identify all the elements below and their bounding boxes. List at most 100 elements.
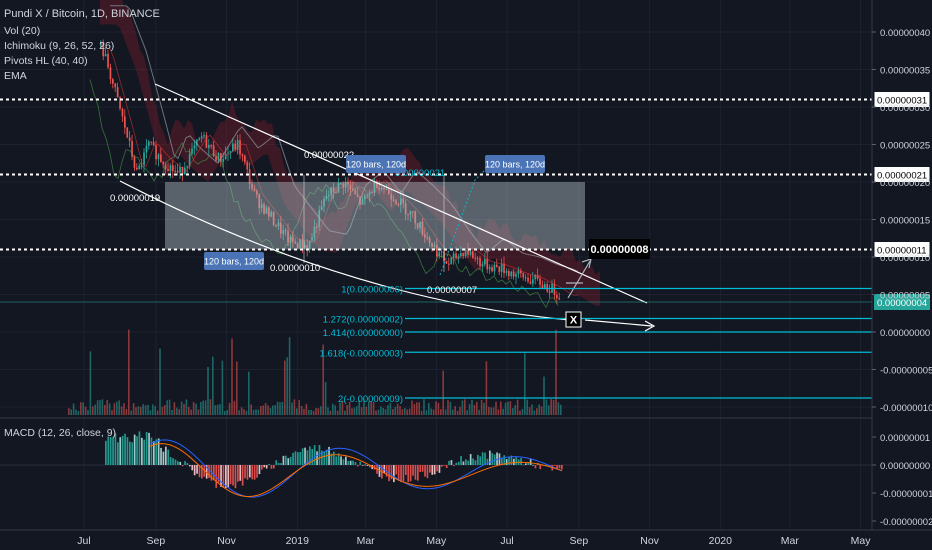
macd-histogram-bar [328, 446, 330, 465]
candle-body [268, 207, 270, 217]
candle-body [155, 145, 157, 160]
macd-histogram-bar [364, 464, 366, 466]
candle-body [253, 188, 256, 191]
volume-bar [495, 401, 497, 415]
candle-body [196, 139, 198, 146]
volume-bar [545, 399, 548, 415]
volume-bar [116, 401, 118, 415]
macd-histogram-bar [215, 465, 218, 488]
y-tick-label: 0.00000010 [880, 253, 930, 264]
volume-bar [466, 410, 468, 415]
candle-body [388, 188, 390, 195]
volume-bar [560, 404, 562, 415]
volume-bar [516, 399, 519, 415]
candle-body [256, 190, 258, 195]
volume-bar [483, 402, 485, 415]
macd-histogram-bar [126, 437, 129, 465]
volume-bar [228, 402, 231, 415]
volume-bar [468, 404, 471, 415]
macd-histogram-bar [366, 465, 369, 466]
macd-histogram-bar [359, 461, 362, 465]
volume-bar [461, 400, 464, 415]
candle-body [193, 145, 196, 149]
candle-body [548, 291, 551, 293]
y-tick-label: -0.00000005 [880, 366, 932, 377]
macd-histogram-bar [323, 451, 326, 465]
macd-histogram-bar [508, 456, 510, 465]
macd-label[interactable]: MACD (12, 26, close, 9) [4, 427, 116, 439]
candle-body [138, 165, 141, 170]
volume-bar [500, 401, 502, 415]
volume-bar [521, 408, 524, 415]
macd-histogram-bar [155, 439, 158, 465]
chart-title[interactable]: Pundi X / Bitcoin, 1D, BINANCE [4, 8, 160, 20]
macd-histogram-bar [345, 456, 347, 465]
candle-body [308, 240, 311, 250]
indicator-ema[interactable]: EMA [4, 70, 27, 82]
level-tag [873, 166, 931, 183]
volume-bar [322, 344, 324, 415]
macd-histogram-bar [424, 465, 426, 477]
volume-bar [473, 404, 476, 415]
volume-bar [507, 401, 509, 415]
volume-bar [440, 409, 442, 415]
macd-histogram-bar [484, 452, 486, 465]
candle-body [131, 140, 133, 157]
volume-bar [236, 361, 238, 415]
candle-body [503, 263, 505, 274]
candle-body [517, 270, 520, 274]
macd-histogram-bar [138, 431, 141, 465]
volume-bar [454, 406, 456, 415]
candle-body [270, 212, 273, 217]
y-tick-label: 0.00000030 [880, 103, 930, 114]
volume-bar [190, 409, 192, 415]
candle-body [380, 187, 383, 190]
range-box [165, 182, 585, 250]
volume-bar [288, 337, 291, 415]
volume-bar [540, 406, 543, 415]
macd-histogram-bar [136, 436, 138, 465]
macd-histogram-bar [333, 451, 335, 465]
volume-bar [80, 402, 82, 415]
candle-body [383, 187, 385, 190]
pivot-high-label: 0.00000021 [395, 168, 445, 179]
volume-bar [308, 409, 310, 415]
volume-bar [171, 409, 173, 415]
volume-bar [84, 406, 87, 415]
volume-bar [420, 410, 423, 415]
volume-bar [531, 404, 533, 415]
volume-bar [502, 408, 504, 415]
candle-body [426, 237, 429, 239]
macd-histogram-bar [253, 465, 256, 480]
volume-bar [209, 399, 212, 415]
volume-bar [480, 399, 483, 415]
volume-bar [425, 410, 428, 415]
volume-bar [476, 401, 478, 415]
volume-bar [298, 400, 300, 415]
arrow-head [644, 320, 656, 332]
candle-body [349, 184, 352, 190]
macd-histogram-bar [304, 447, 306, 465]
volume-bar [192, 402, 195, 415]
macd-histogram-bar [153, 441, 155, 465]
candle-body [191, 148, 193, 154]
volume-bar [291, 402, 293, 415]
candle-body [412, 211, 414, 213]
macd-histogram-bar [383, 465, 386, 474]
indicator-vol[interactable]: Vol (20) [4, 25, 40, 37]
volume-bar [132, 403, 135, 415]
macd-histogram-bar [232, 465, 234, 486]
candle-body [102, 41, 105, 57]
candle-body [428, 238, 431, 243]
candle-body [212, 145, 215, 157]
volume-bars [68, 329, 562, 415]
indicator-ichimoku[interactable]: Ichimoku (9, 26, 52, 26) [4, 40, 114, 52]
macd-histogram-bar [208, 465, 210, 479]
macd-histogram-bar [265, 465, 268, 469]
macd-histogram-bar [316, 451, 318, 465]
indicator-pivots[interactable]: Pivots HL (40, 40) [4, 55, 88, 67]
candle-body [205, 135, 208, 148]
candle-body [330, 187, 333, 196]
